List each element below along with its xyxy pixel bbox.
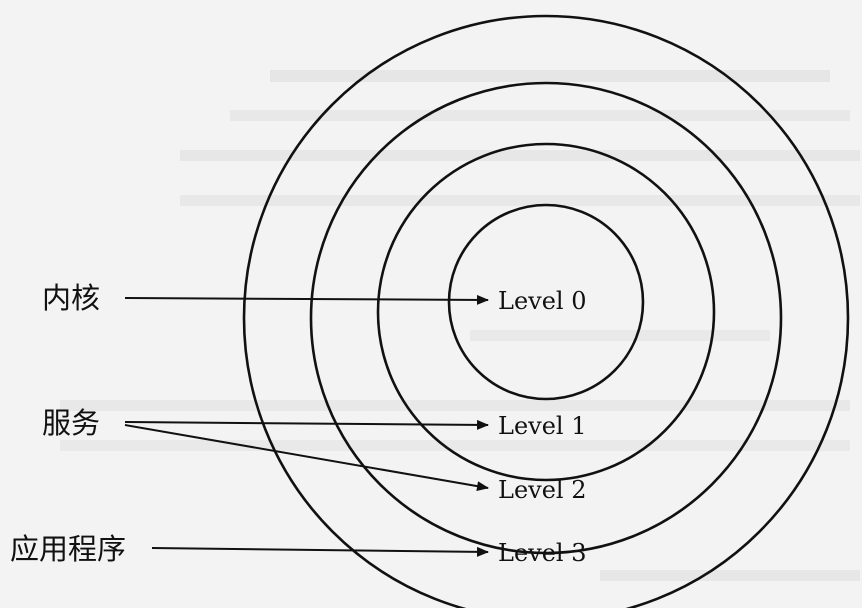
level-3-label: Level 3 [498,539,586,567]
arrow-kernel-level-0 [124,294,489,305]
kernel-label: 内核 [42,281,100,315]
arrow-application-level-3 [151,546,489,557]
arrow-service-level-1 [124,419,489,430]
arrow-service-level-2 [124,424,489,492]
ring-level-3 [242,14,850,608]
ring-level-2 [309,81,783,555]
ring-level-0 [447,203,645,401]
level-1-label: Level 1 [498,412,586,440]
service-label: 服务 [42,406,100,440]
level-2-label: Level 2 [498,476,586,504]
ring-level-1 [376,142,716,482]
background-texture [60,70,860,581]
application-label: 应用程序 [10,532,126,566]
level-0-label: Level 0 [498,287,586,315]
